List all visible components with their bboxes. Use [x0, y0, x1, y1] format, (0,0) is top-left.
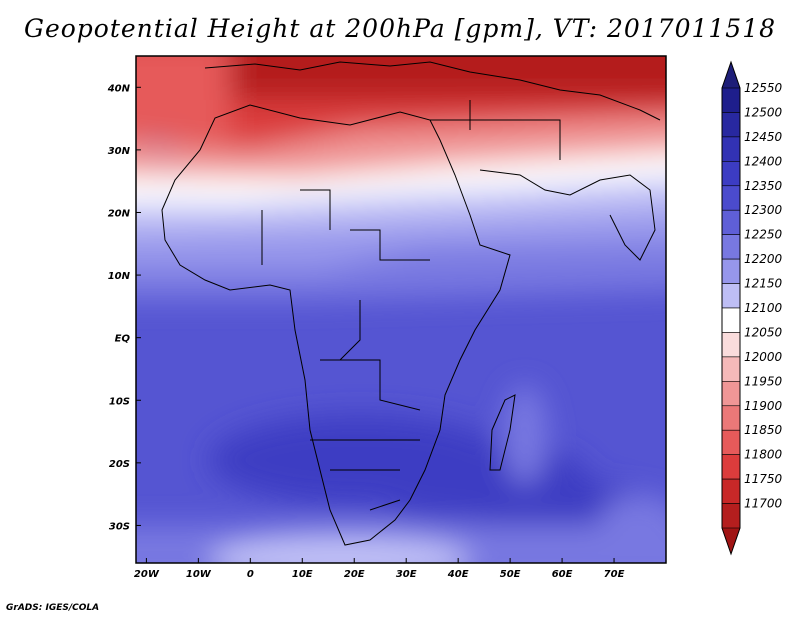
lon-tick-label: 50E: [500, 569, 521, 580]
colorbar-swatch: [721, 429, 741, 455]
colorbar-bottom-arrow: [722, 528, 740, 554]
lon-tick-label: 20W: [134, 569, 160, 580]
lat-tick-label: 10N: [108, 271, 131, 282]
colorbar-swatch: [721, 503, 741, 529]
colorbar-swatch: [721, 209, 741, 235]
lat-tick-label: 30S: [109, 521, 130, 532]
colorbar-label: 12000: [744, 350, 783, 364]
colorbar-swatch: [721, 454, 741, 480]
colorbar-top-arrow: [722, 62, 740, 88]
lon-tick-label: 10W: [186, 569, 212, 580]
lat-tick-label: 20S: [109, 459, 130, 470]
colorbar-label: 12300: [744, 203, 783, 217]
colorbar-label: 12400: [744, 154, 783, 168]
colorbar-label: 11950: [744, 374, 783, 388]
colorbar-swatch: [721, 234, 741, 260]
colorbar-label: 11700: [744, 497, 783, 511]
colorbar: 12550 12500 12450 12400 12350 12300 12250 12200…: [721, 60, 783, 556]
colorbar-swatch: [721, 136, 741, 162]
lat-tick-label: EQ: [115, 334, 131, 345]
colorbar-swatch: [721, 112, 741, 138]
colorbar-label: 12500: [744, 105, 783, 119]
plot-frame: [135, 55, 667, 564]
map-title: Geopotential Height at 200hPa [gpm], VT:…: [23, 14, 777, 43]
colorbar-swatch: [721, 258, 741, 284]
lon-tick-label: 0: [247, 569, 254, 580]
colorbar-swatch: [721, 332, 741, 358]
colorbar-label: 11800: [744, 448, 783, 462]
coastlines: [161, 61, 661, 546]
lon-tick-label: 40E: [447, 569, 469, 580]
lon-tick-label: 30E: [396, 569, 417, 580]
colorbar-outline: [721, 60, 741, 556]
grads-credit: GrADS: IGES/COLA: [6, 603, 100, 613]
colorbar-label: 12350: [744, 179, 783, 193]
colorbar-label: 12100: [744, 301, 783, 315]
colorbar-swatch: [721, 283, 741, 309]
colorbar-swatch: [721, 161, 741, 187]
colorbar-swatch: [721, 87, 741, 113]
colorbar-label: 12550: [744, 81, 783, 95]
colorbar-label: 12150: [744, 277, 783, 291]
colorbar-swatch: [721, 185, 741, 211]
lon-tick-label: 20E: [344, 569, 365, 580]
lat-tick-label: 10S: [109, 396, 130, 407]
colorbar-swatch: [721, 405, 741, 431]
lon-tick-label: 10E: [292, 569, 313, 580]
colorbar-label: 12050: [744, 325, 783, 339]
colorbar-label: 12450: [744, 130, 783, 144]
colorbar-label: 11900: [744, 399, 783, 413]
colorbar-label: 11850: [744, 423, 783, 437]
lat-tick-label: 20N: [108, 208, 131, 219]
lon-tick-label: 70E: [604, 569, 625, 580]
lat-tick-label: 30N: [108, 146, 131, 157]
colorbar-swatch: [721, 356, 741, 382]
colorbar-swatch: [721, 478, 741, 504]
colorbar-label: 12200: [744, 252, 783, 266]
colorbar-swatch: [721, 307, 741, 333]
colorbar-swatch: [721, 381, 741, 407]
height-field: [136, 56, 666, 563]
colorbar-label: 11750: [744, 472, 783, 486]
lat-tick-label: 40N: [107, 83, 131, 94]
lon-tick-label: 60E: [552, 569, 573, 580]
colorbar-label: 12250: [744, 228, 783, 242]
axis-ticks: 20W 10W 0 10E 20E 30E 40E 50E 60E 70E 40N 30N 20N 10N…: [107, 83, 625, 580]
